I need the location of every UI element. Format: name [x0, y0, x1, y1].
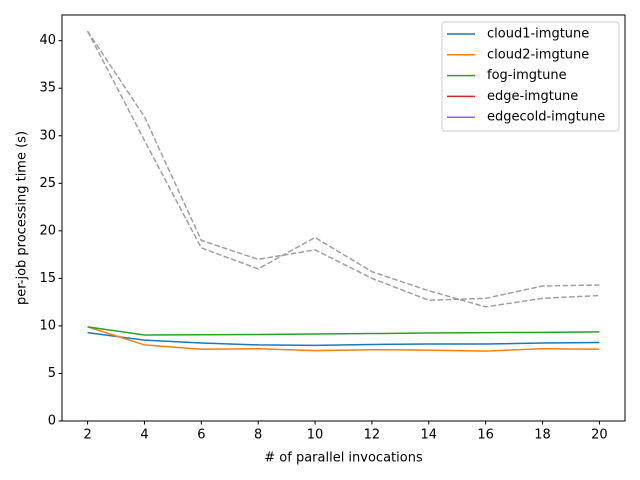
y-tick-label: 5 — [48, 366, 56, 381]
legend-box — [441, 21, 620, 132]
x-tick-label: 14 — [421, 428, 438, 443]
y-tick-label: 10 — [39, 318, 56, 333]
series-line — [87, 326, 600, 336]
y-tick-label: 15 — [39, 271, 56, 286]
y-tick-label: 35 — [39, 81, 56, 96]
series-line — [87, 326, 600, 352]
plot-frame — [61, 14, 626, 422]
legend-label: fog-imgtune — [487, 68, 567, 83]
series-line — [87, 331, 600, 347]
dashed-line — [86, 30, 600, 302]
legend-label: cloud1-imgtune — [487, 27, 589, 42]
y-tick-label: 40 — [39, 33, 56, 48]
x-tick-label: 8 — [254, 428, 262, 443]
y-axis-label: per-job processing time (s) — [15, 131, 30, 305]
x-tick-label: 6 — [197, 428, 205, 443]
x-tick-label: 16 — [477, 428, 494, 443]
x-tick-label: 12 — [364, 428, 381, 443]
x-tick-label: 18 — [534, 428, 551, 443]
legend-label: edgecold-imgtune — [487, 110, 605, 125]
legend-label: cloud2-imgtune — [487, 47, 589, 62]
x-tick-label: 2 — [83, 428, 91, 443]
x-tick-label: 10 — [307, 428, 324, 443]
dashed-line — [86, 30, 600, 308]
x-axis-label: # of parallel invocations — [264, 451, 423, 466]
x-tick-label: 4 — [140, 428, 148, 443]
y-tick-label: 25 — [39, 176, 56, 191]
x-tick-label: 20 — [591, 428, 608, 443]
y-tick-label: 0 — [48, 414, 56, 429]
y-tick-label: 20 — [39, 223, 56, 238]
y-tick-label: 30 — [39, 128, 56, 143]
legend-label: edge-imgtune — [487, 89, 578, 104]
